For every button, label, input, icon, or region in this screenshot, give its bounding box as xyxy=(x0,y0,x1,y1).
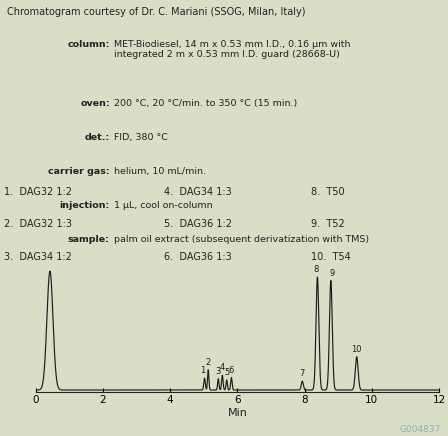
Text: FID, 380 °C: FID, 380 °C xyxy=(114,133,168,142)
Text: MET-Biodiesel, 14 m x 0.53 mm I.D., 0.16 μm with
integrated 2 m x 0.53 mm I.D. g: MET-Biodiesel, 14 m x 0.53 mm I.D., 0.16… xyxy=(114,40,351,59)
Text: column:: column: xyxy=(67,40,110,48)
Text: 5: 5 xyxy=(224,368,229,377)
Text: 9.  T52: 9. T52 xyxy=(311,219,345,229)
Text: carrier gas:: carrier gas: xyxy=(48,167,110,176)
Text: 10: 10 xyxy=(352,345,362,354)
Text: 10.  T54: 10. T54 xyxy=(311,252,351,262)
X-axis label: Min: Min xyxy=(228,408,247,418)
Text: 3: 3 xyxy=(215,367,221,376)
Text: 8.  T50: 8. T50 xyxy=(311,187,345,197)
Text: G004837: G004837 xyxy=(400,425,441,434)
Text: 4.  DAG34 1:3: 4. DAG34 1:3 xyxy=(164,187,231,197)
Text: helium, 10 mL/min.: helium, 10 mL/min. xyxy=(114,167,206,176)
Text: 6: 6 xyxy=(229,365,234,375)
Text: 1 μL, cool on-column: 1 μL, cool on-column xyxy=(114,201,213,210)
Text: 3.  DAG34 1:2: 3. DAG34 1:2 xyxy=(4,252,73,262)
Text: oven:: oven: xyxy=(80,99,110,108)
Text: det.:: det.: xyxy=(85,133,110,142)
Text: 200 °C, 20 °C/min. to 350 °C (15 min.): 200 °C, 20 °C/min. to 350 °C (15 min.) xyxy=(114,99,297,108)
Text: 7.  T48: 7. T48 xyxy=(164,285,197,295)
Text: 1.  DAG32 1:2: 1. DAG32 1:2 xyxy=(4,187,73,197)
Text: 7: 7 xyxy=(300,369,305,378)
Text: 2.  DAG32 1:3: 2. DAG32 1:3 xyxy=(4,219,73,229)
Text: 1: 1 xyxy=(200,366,206,375)
Text: 8: 8 xyxy=(313,265,319,274)
Text: 4: 4 xyxy=(220,363,225,372)
Text: 9: 9 xyxy=(330,269,335,278)
Text: 5.  DAG36 1:2: 5. DAG36 1:2 xyxy=(164,219,232,229)
Text: sample:: sample: xyxy=(68,235,110,244)
Text: Chromatogram courtesy of Dr. C. Mariani (SSOG, Milan, Italy): Chromatogram courtesy of Dr. C. Mariani … xyxy=(7,7,305,17)
Text: 2: 2 xyxy=(206,358,211,367)
Text: palm oil extract (subsequent derivatization with TMS): palm oil extract (subsequent derivatizat… xyxy=(114,235,369,244)
Text: injection:: injection: xyxy=(60,201,110,210)
Text: 6.  DAG36 1:3: 6. DAG36 1:3 xyxy=(164,252,231,262)
